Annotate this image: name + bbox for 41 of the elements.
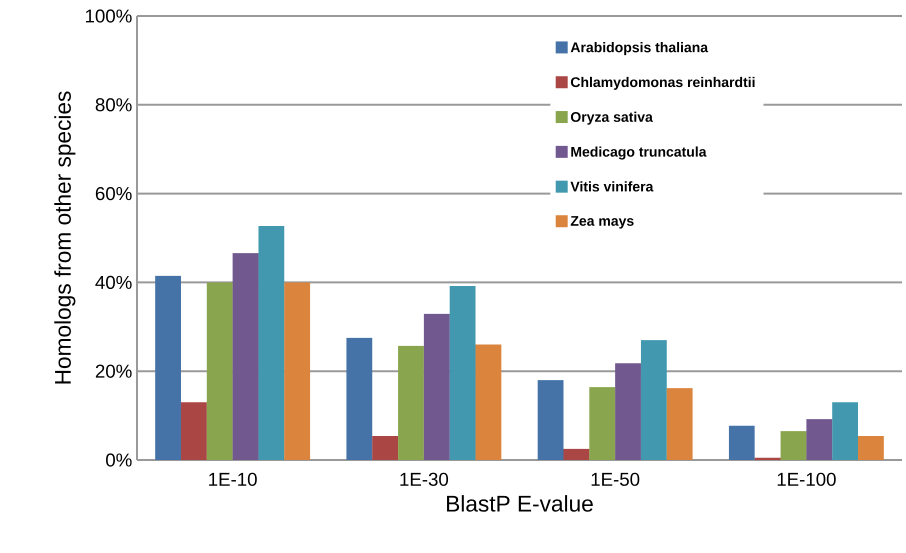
bar — [372, 436, 398, 460]
x-tick-label: 1E-30 — [400, 472, 448, 486]
legend-label: Zea mays — [570, 216, 634, 229]
bar — [284, 282, 310, 460]
y-tick-label: 0% — [106, 453, 132, 467]
x-tick-label: 1E-10 — [209, 472, 257, 486]
y-tick-label: 60% — [96, 186, 132, 200]
legend-label: Chlamydomonas reinhardtii — [570, 76, 755, 90]
bar — [780, 431, 806, 460]
bar — [346, 338, 372, 460]
bar — [476, 344, 502, 460]
bar — [728, 426, 755, 460]
bar — [155, 276, 181, 460]
bar — [180, 402, 207, 460]
bar — [615, 363, 641, 460]
y-tick-label: 80% — [96, 98, 132, 112]
bar — [450, 286, 476, 460]
y-tick-label: 100% — [86, 9, 132, 23]
bar — [589, 387, 616, 460]
legend-label: Medicago truncatula — [571, 146, 707, 160]
bar — [858, 436, 884, 460]
legend-label: Vitis vinifera — [570, 181, 654, 192]
legend-label: Arabidopsis thaliana — [570, 42, 708, 56]
bar — [563, 448, 590, 460]
bar — [538, 380, 564, 460]
bar — [232, 253, 258, 460]
x-axis-title: BlastP E-value — [447, 495, 593, 512]
legend-label: Oryza sativa — [570, 112, 653, 125]
bar — [258, 226, 284, 460]
y-tick-label: 40% — [95, 276, 132, 290]
bar — [424, 314, 450, 460]
bar — [206, 282, 233, 460]
bar — [640, 340, 667, 460]
bar — [806, 419, 832, 460]
bar — [832, 402, 858, 460]
y-axis-title: Homologs from other species — [54, 91, 76, 384]
x-tick-label: 1E-50 — [592, 472, 640, 486]
y-tick-label: 20% — [96, 364, 132, 378]
bar — [398, 346, 424, 460]
x-tick-label: 1E-100 — [778, 472, 836, 486]
bar — [666, 388, 693, 460]
